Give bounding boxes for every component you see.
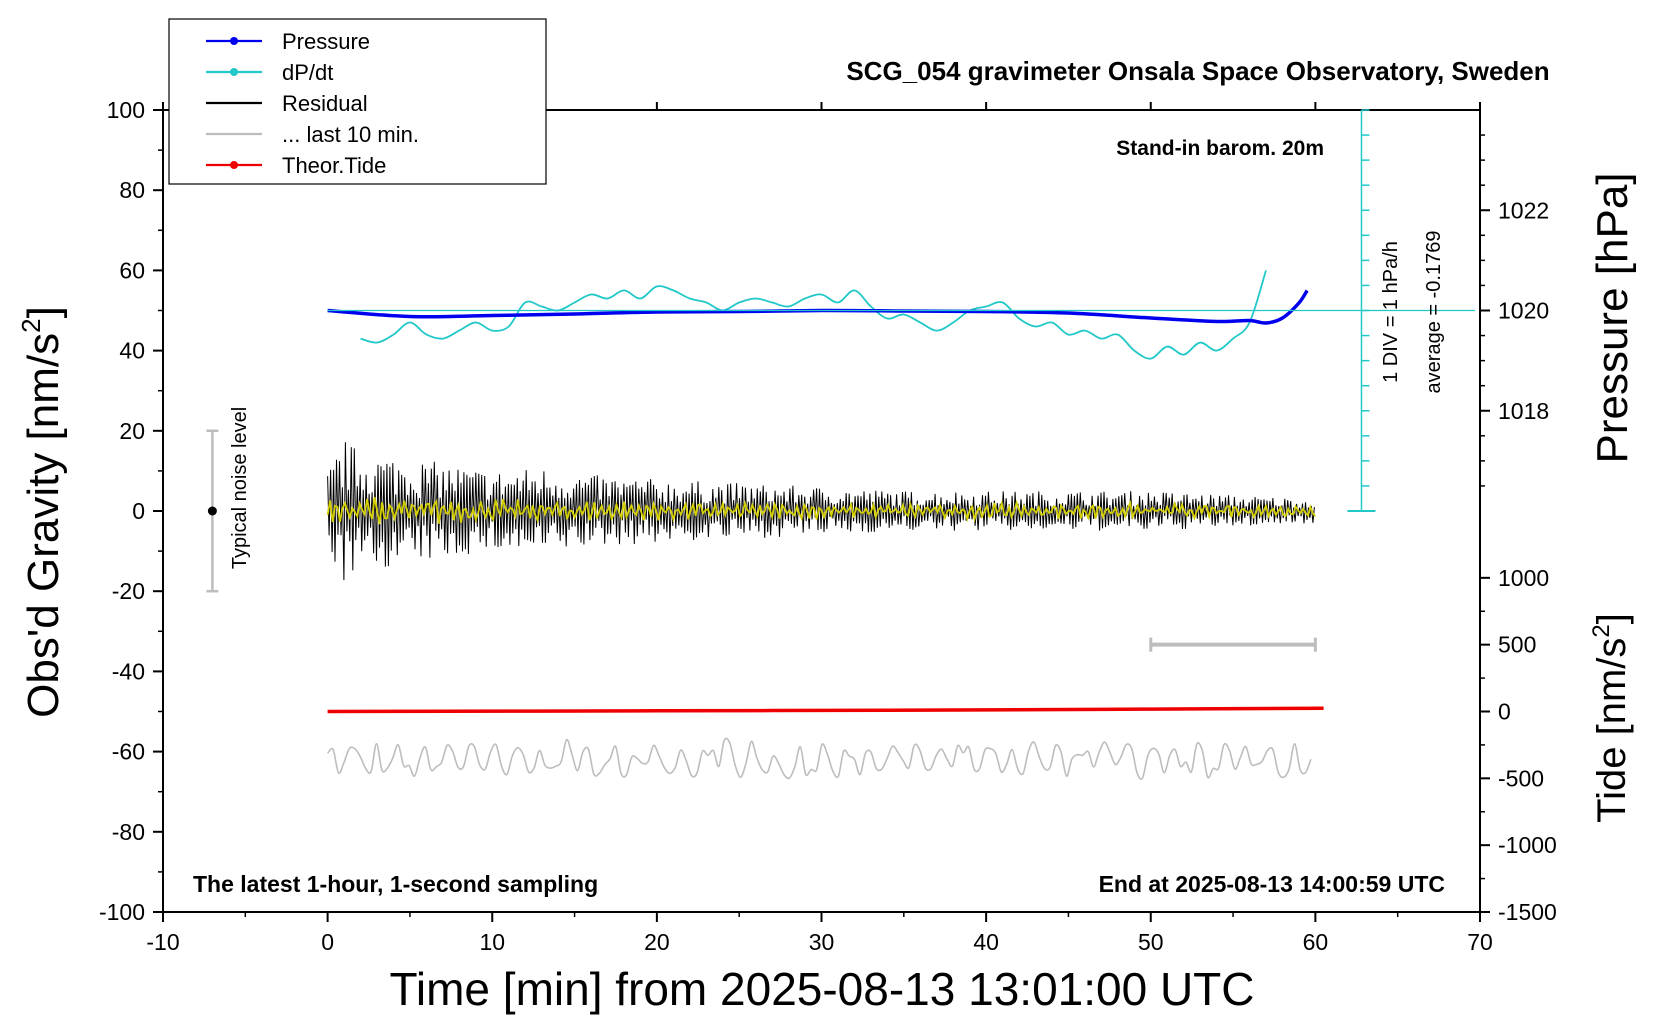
y-tick-label: 40: [119, 338, 145, 364]
x-tick-label: 60: [1303, 929, 1329, 955]
legend-label: Pressure: [282, 29, 370, 54]
tide-tick-label: -1000: [1498, 832, 1557, 858]
y-tick-label: 60: [119, 257, 145, 283]
x-tick-label: 50: [1138, 929, 1164, 955]
x-tick-label: 30: [809, 929, 835, 955]
pressure-tick-label: 1020: [1498, 298, 1549, 324]
x-tick-label: -10: [146, 929, 179, 955]
latest-annotation: The latest 1-hour, 1-second sampling: [193, 871, 598, 897]
series-residual-smoothed-line: [326, 496, 1317, 525]
legend-label: Residual: [282, 91, 368, 116]
div-annotation: 1 DIV = 1 hPa/h: [1380, 241, 1402, 383]
x-tick-label: 40: [973, 929, 999, 955]
legend-label: ... last 10 min.: [282, 122, 419, 147]
x-tick-label: 10: [479, 929, 505, 955]
series-pressure-line: [327, 289, 1309, 325]
series-residual-line: [327, 442, 1315, 581]
x-tick-label: 20: [644, 929, 670, 955]
legend: Pressure dP/dt Residual ... last 10 min. The…: [168, 18, 547, 185]
dpdt-scale-axis: [327, 109, 1475, 512]
series-layer: [206, 270, 1324, 780]
y-axis-label-left-sup: 2: [16, 318, 46, 332]
tide-axis-label-main: Tide [nm/s: [1590, 638, 1634, 823]
y-tick-label: -20: [112, 578, 145, 604]
tide-tick-label: 500: [1498, 632, 1536, 658]
series-tide-line: [327, 706, 1324, 714]
y-tick-label: -40: [112, 658, 145, 684]
average-annotation: average = -0.1769: [1423, 231, 1445, 394]
y-tick-label: 20: [119, 418, 145, 444]
end-annotation: End at 2025-08-13 14:00:59 UTC: [1099, 871, 1445, 897]
tide-tick-label: 0: [1498, 699, 1511, 725]
x-axis-label: Time [min] from 2025-08-13 13:01:00 UTC: [390, 963, 1255, 1015]
legend-marker: [230, 37, 238, 45]
y-tick-label: 80: [119, 177, 145, 203]
tide-axis-label-sup: 2: [1588, 624, 1615, 637]
tide-axis-label: Tide [nm/s2]: [1588, 613, 1634, 823]
legend-label: dP/dt: [282, 60, 333, 85]
tide-tick-label: -1500: [1498, 899, 1557, 925]
axis-ticks-layer: -10 0 10 20 30 40 50 60 70100806040200-20-40-60-…: [99, 97, 1557, 955]
x-tick-label: 70: [1467, 929, 1493, 955]
x-tick-label: 0: [321, 929, 334, 955]
pressure-tick-label: 1018: [1498, 398, 1549, 424]
legend-marker: [230, 161, 238, 169]
tide-tick-label: 1000: [1498, 565, 1549, 591]
y-tick-label: 0: [132, 498, 145, 524]
y-tick-label: -60: [112, 739, 145, 765]
y-tick-label: -80: [112, 819, 145, 845]
y-axis-label-left: Obs'd Gravity [nm/s2]: [16, 306, 68, 718]
tide-tick-label: -500: [1498, 765, 1544, 791]
barometer-annotation: Stand-in barom. 20m: [1116, 137, 1324, 160]
legend-box: [168, 18, 547, 185]
noise-bar-center: [207, 506, 217, 516]
y-axis-label-left-main: Obs'd Gravity [nm/s: [19, 333, 68, 718]
noise-annotation: Typical noise level: [229, 407, 251, 569]
y-axis-label-left-close: ]: [19, 306, 68, 318]
y-tick-label: 100: [107, 97, 145, 123]
y-tick-label: -100: [99, 899, 145, 925]
series-dpdt-line: [360, 270, 1267, 360]
pressure-tick-label: 1022: [1498, 197, 1549, 223]
tide-axis-label-close: ]: [1590, 613, 1634, 624]
series-last10-line: [327, 737, 1312, 780]
legend-label: Theor.Tide: [282, 153, 386, 178]
legend-marker: [230, 68, 238, 76]
pressure-axis-label: Pressure [hPa]: [1588, 172, 1637, 463]
chart-title: SCG_054 gravimeter Onsala Space Observat…: [846, 56, 1549, 86]
